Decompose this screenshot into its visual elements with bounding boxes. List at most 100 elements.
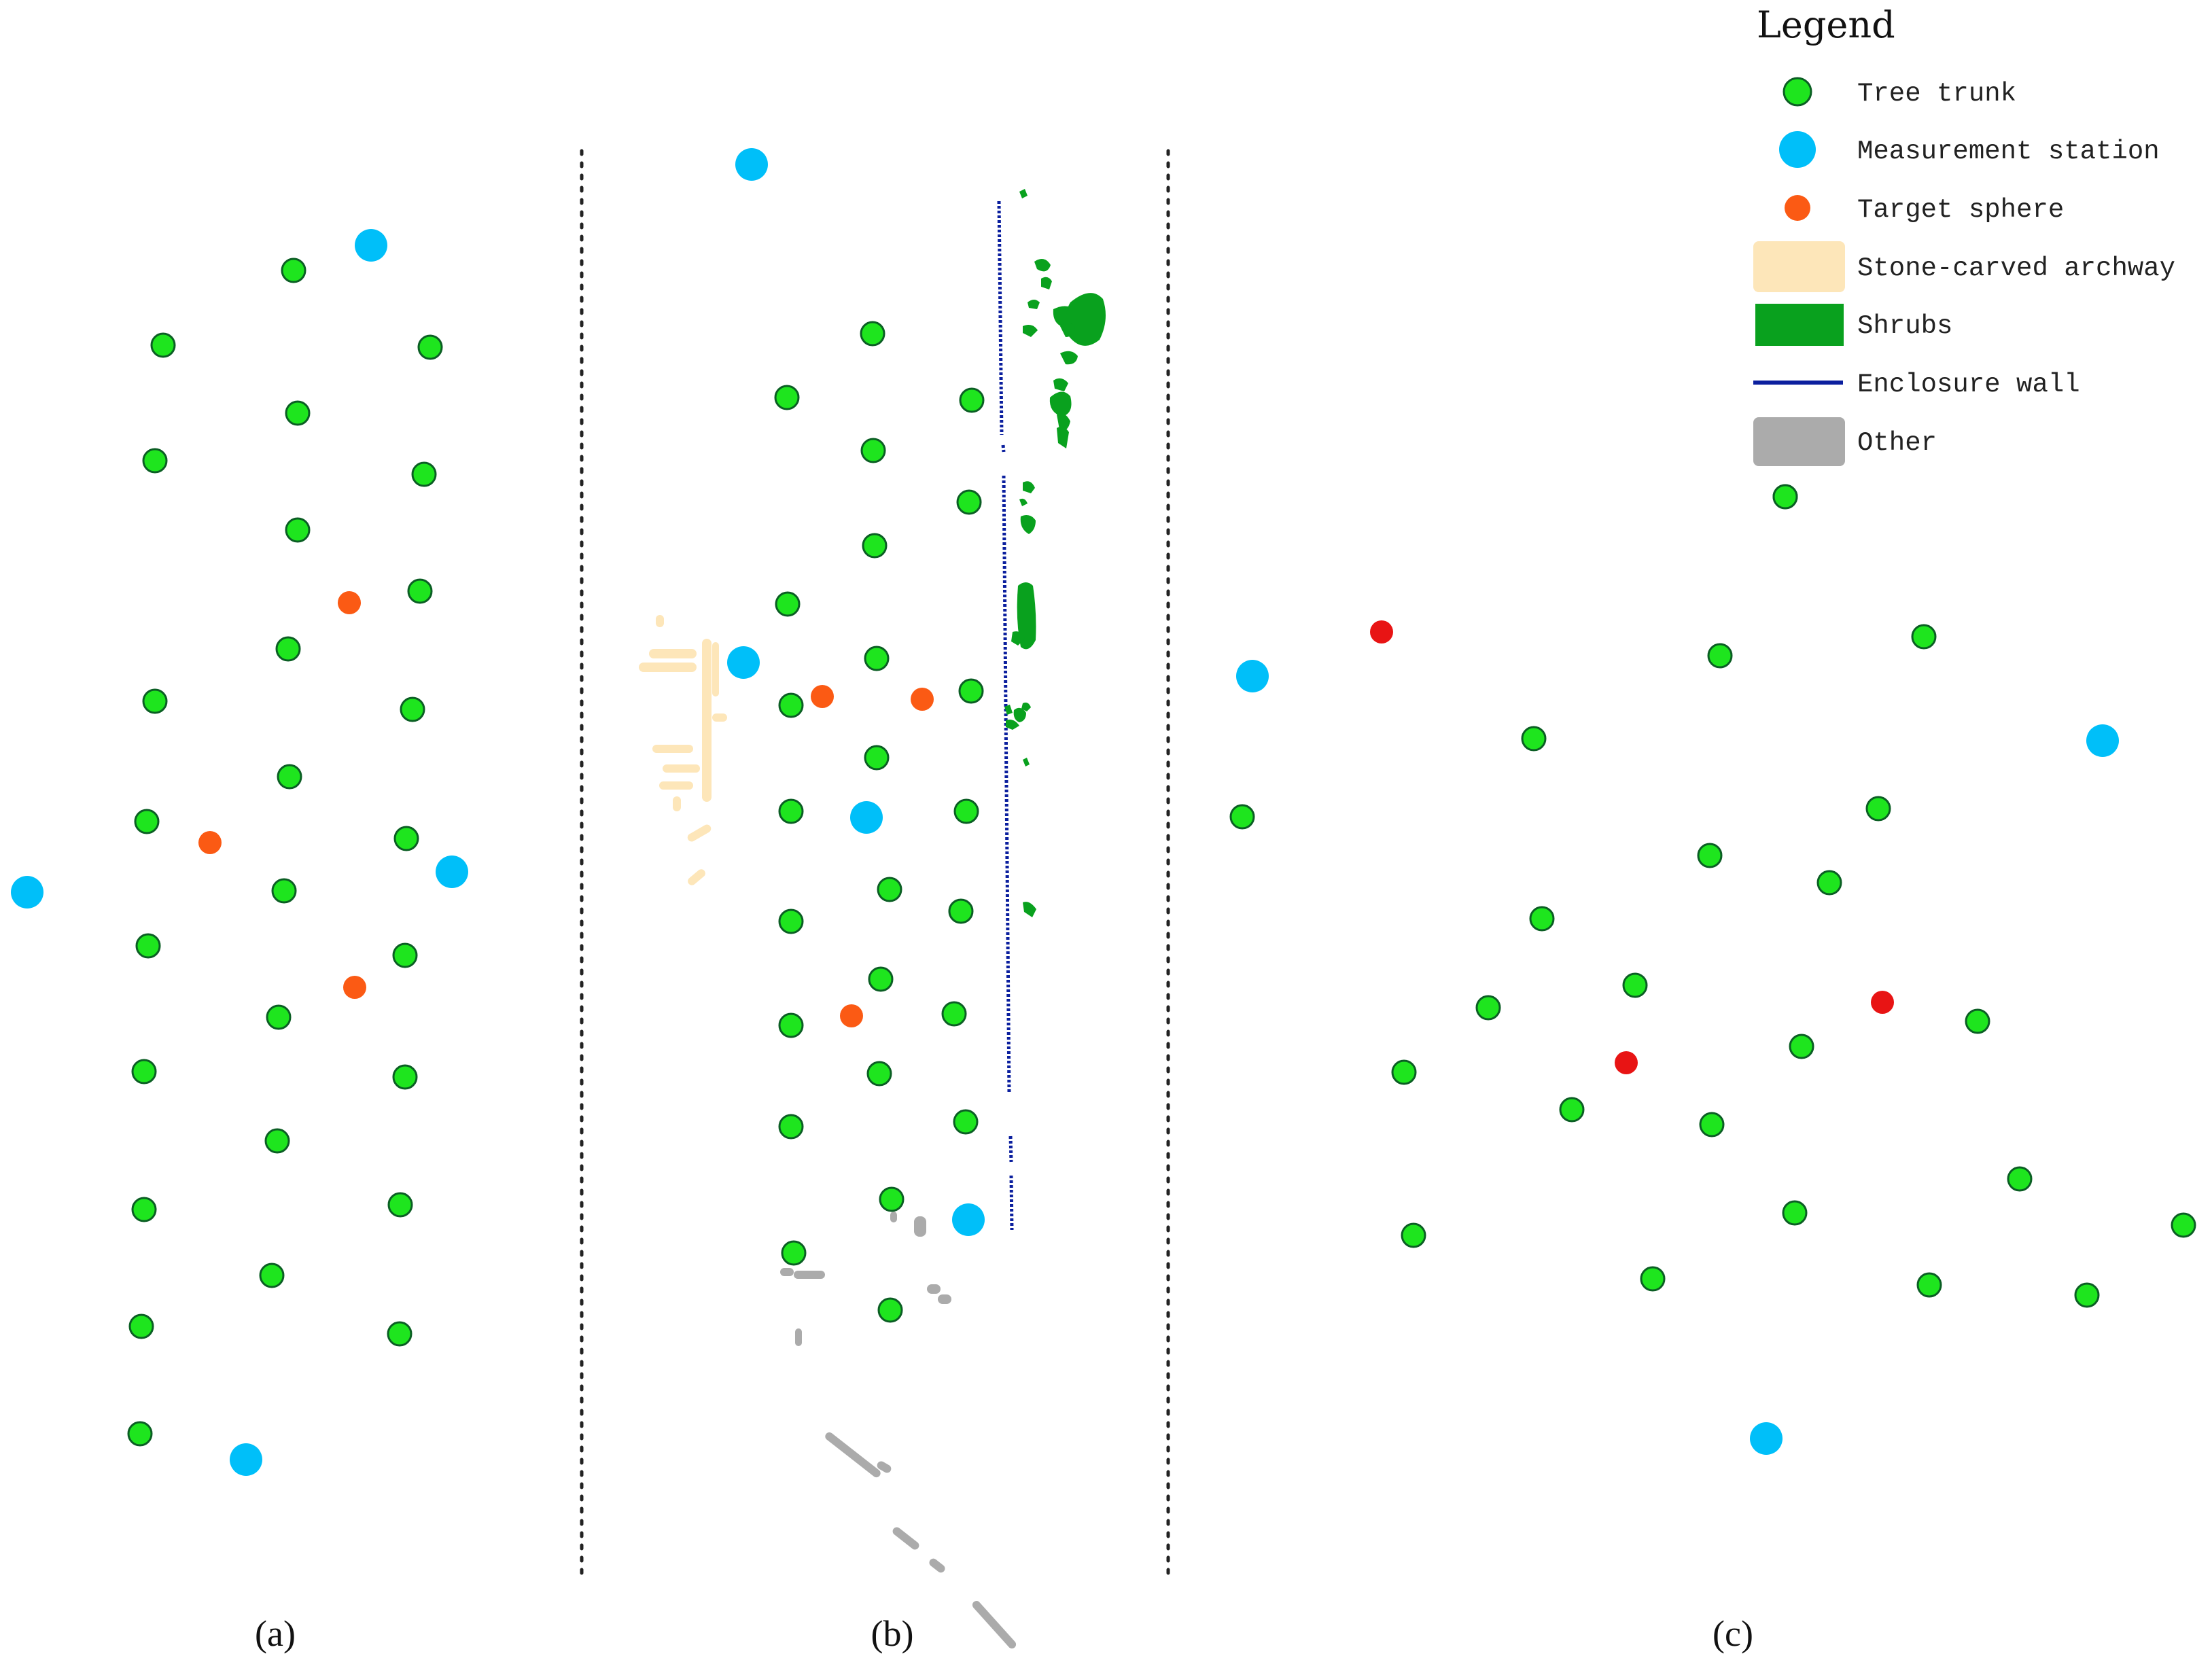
tree-trunk-point (1707, 643, 1733, 669)
tree-trunk-point (150, 332, 176, 358)
tree-trunk-point (778, 909, 804, 934)
measurement-station-point (355, 229, 387, 262)
tree-trunk-point (778, 798, 804, 824)
tree-trunk-point (285, 400, 311, 426)
tree-trunk-point (407, 578, 433, 604)
measurement-station-point (1750, 1422, 1783, 1455)
tree-trunk-point (953, 1109, 979, 1135)
tree-trunk-point (862, 533, 888, 559)
tree-trunk-point (953, 798, 979, 824)
measurement-station-point (436, 856, 468, 888)
measurement-station-point (1236, 660, 1269, 692)
tree-trunk-point (392, 1064, 418, 1090)
tree-trunk-point (877, 877, 902, 902)
target-sphere-point (840, 1004, 863, 1027)
tree-trunk-point (864, 745, 890, 771)
tree-trunk-point (1699, 1112, 1725, 1137)
tree-trunk-point (400, 696, 425, 722)
tree-trunk-point (1229, 804, 1255, 830)
archway-legend-swatch (1753, 241, 1845, 292)
tree-trunk-point (941, 1001, 967, 1027)
tree-trunk-point (392, 942, 418, 968)
measurement-station-legend-icon (1779, 131, 1816, 168)
tree-trunk-point (959, 387, 985, 413)
tree-trunk-point (387, 1321, 412, 1347)
tree-trunk-point (2007, 1166, 2033, 1192)
tree-trunk-point (142, 688, 168, 714)
panel-b (639, 148, 1106, 1648)
tree-trunk-point (1559, 1097, 1585, 1123)
tree-trunk-point (1521, 726, 1547, 752)
tree-trunk-point (868, 966, 894, 992)
tree-trunk-point (135, 933, 161, 959)
tree-trunk-point (948, 898, 974, 924)
target-sphere-point (343, 976, 366, 999)
measurement-station-point (727, 646, 760, 679)
tree-trunk-point (134, 809, 160, 834)
tree-trunk-point (2074, 1282, 2100, 1308)
panel-c (1229, 484, 2196, 1455)
tree-trunk-point (1640, 1266, 1666, 1292)
tree-trunk-point (128, 1313, 154, 1339)
tree-trunk-point (277, 764, 302, 790)
measurement-station-point (230, 1443, 262, 1476)
tree-trunk-point (142, 448, 168, 474)
legend-item-other: Other (1857, 428, 1937, 458)
tree-trunk-legend-icon (1783, 77, 1812, 107)
target-sphere-legend-icon (1785, 195, 1810, 221)
tree-trunk-point (131, 1197, 157, 1222)
tree-trunk-point (1816, 870, 1842, 896)
target-sphere-point (911, 688, 934, 711)
legend: Legend Tree trunk Measurement station Ta… (1753, 3, 2175, 466)
measurement-station-point (850, 801, 883, 834)
tree-trunk-point (2171, 1212, 2196, 1238)
other-objects (780, 1212, 1017, 1648)
enclosure-wall (997, 200, 1014, 1231)
tree-trunk-point (275, 636, 301, 662)
tree-trunk-point (860, 321, 885, 347)
legend-item-stone-carved-archway: Stone-carved archway (1857, 253, 2175, 283)
tree-trunk-point (775, 591, 801, 617)
tree-trunk-point (958, 678, 984, 704)
tree-trunk-point (1865, 796, 1891, 822)
legend-item-enclosure-wall: Enclosure wall (1857, 370, 2080, 400)
tree-trunk-point (1789, 1034, 1814, 1059)
tree-trunk-point (778, 692, 804, 718)
measurement-station-point (952, 1203, 985, 1236)
tree-trunk-point (1391, 1059, 1417, 1085)
tree-trunk-point (264, 1128, 290, 1154)
other-legend-swatch (1753, 417, 1845, 466)
tree-trunk-point (1622, 972, 1648, 998)
tree-trunk-point (1911, 624, 1937, 650)
tree-trunk-point (879, 1186, 905, 1212)
legend-item-shrubs: Shrubs (1857, 311, 1952, 341)
tree-trunk-point (877, 1297, 903, 1323)
tree-trunk-point (259, 1263, 285, 1288)
tree-trunk-point (1529, 906, 1555, 932)
tree-trunk-point (1782, 1200, 1808, 1226)
measurement-station-point (735, 148, 768, 181)
legend-item-measurement-station: Measurement station (1857, 137, 2160, 166)
legend-title: Legend (1757, 3, 1895, 46)
tree-trunk-point (860, 438, 886, 463)
target-sphere-point (338, 591, 361, 614)
measurement-station-point (2086, 724, 2119, 757)
tree-trunk-point (864, 646, 890, 671)
tree-trunk-point (417, 334, 443, 360)
legend-item-target-sphere: Target sphere (1857, 195, 2064, 225)
target-sphere-point (1370, 620, 1393, 643)
tree-trunk-point (1772, 484, 1798, 510)
tree-trunk-point (778, 1012, 804, 1038)
tree-trunk-point (1401, 1222, 1426, 1248)
target-sphere-point (198, 831, 222, 854)
tree-trunk-point (774, 385, 800, 410)
tree-trunk-point (127, 1421, 153, 1447)
target-sphere-point (1615, 1051, 1638, 1074)
tree-trunk-point (266, 1004, 292, 1030)
target-sphere-point (811, 685, 834, 708)
tree-trunk-point (956, 489, 982, 515)
tree-trunk-point (1916, 1272, 1942, 1298)
tree-trunk-point (131, 1059, 157, 1084)
legend-item-tree-trunk: Tree trunk (1857, 79, 2016, 109)
